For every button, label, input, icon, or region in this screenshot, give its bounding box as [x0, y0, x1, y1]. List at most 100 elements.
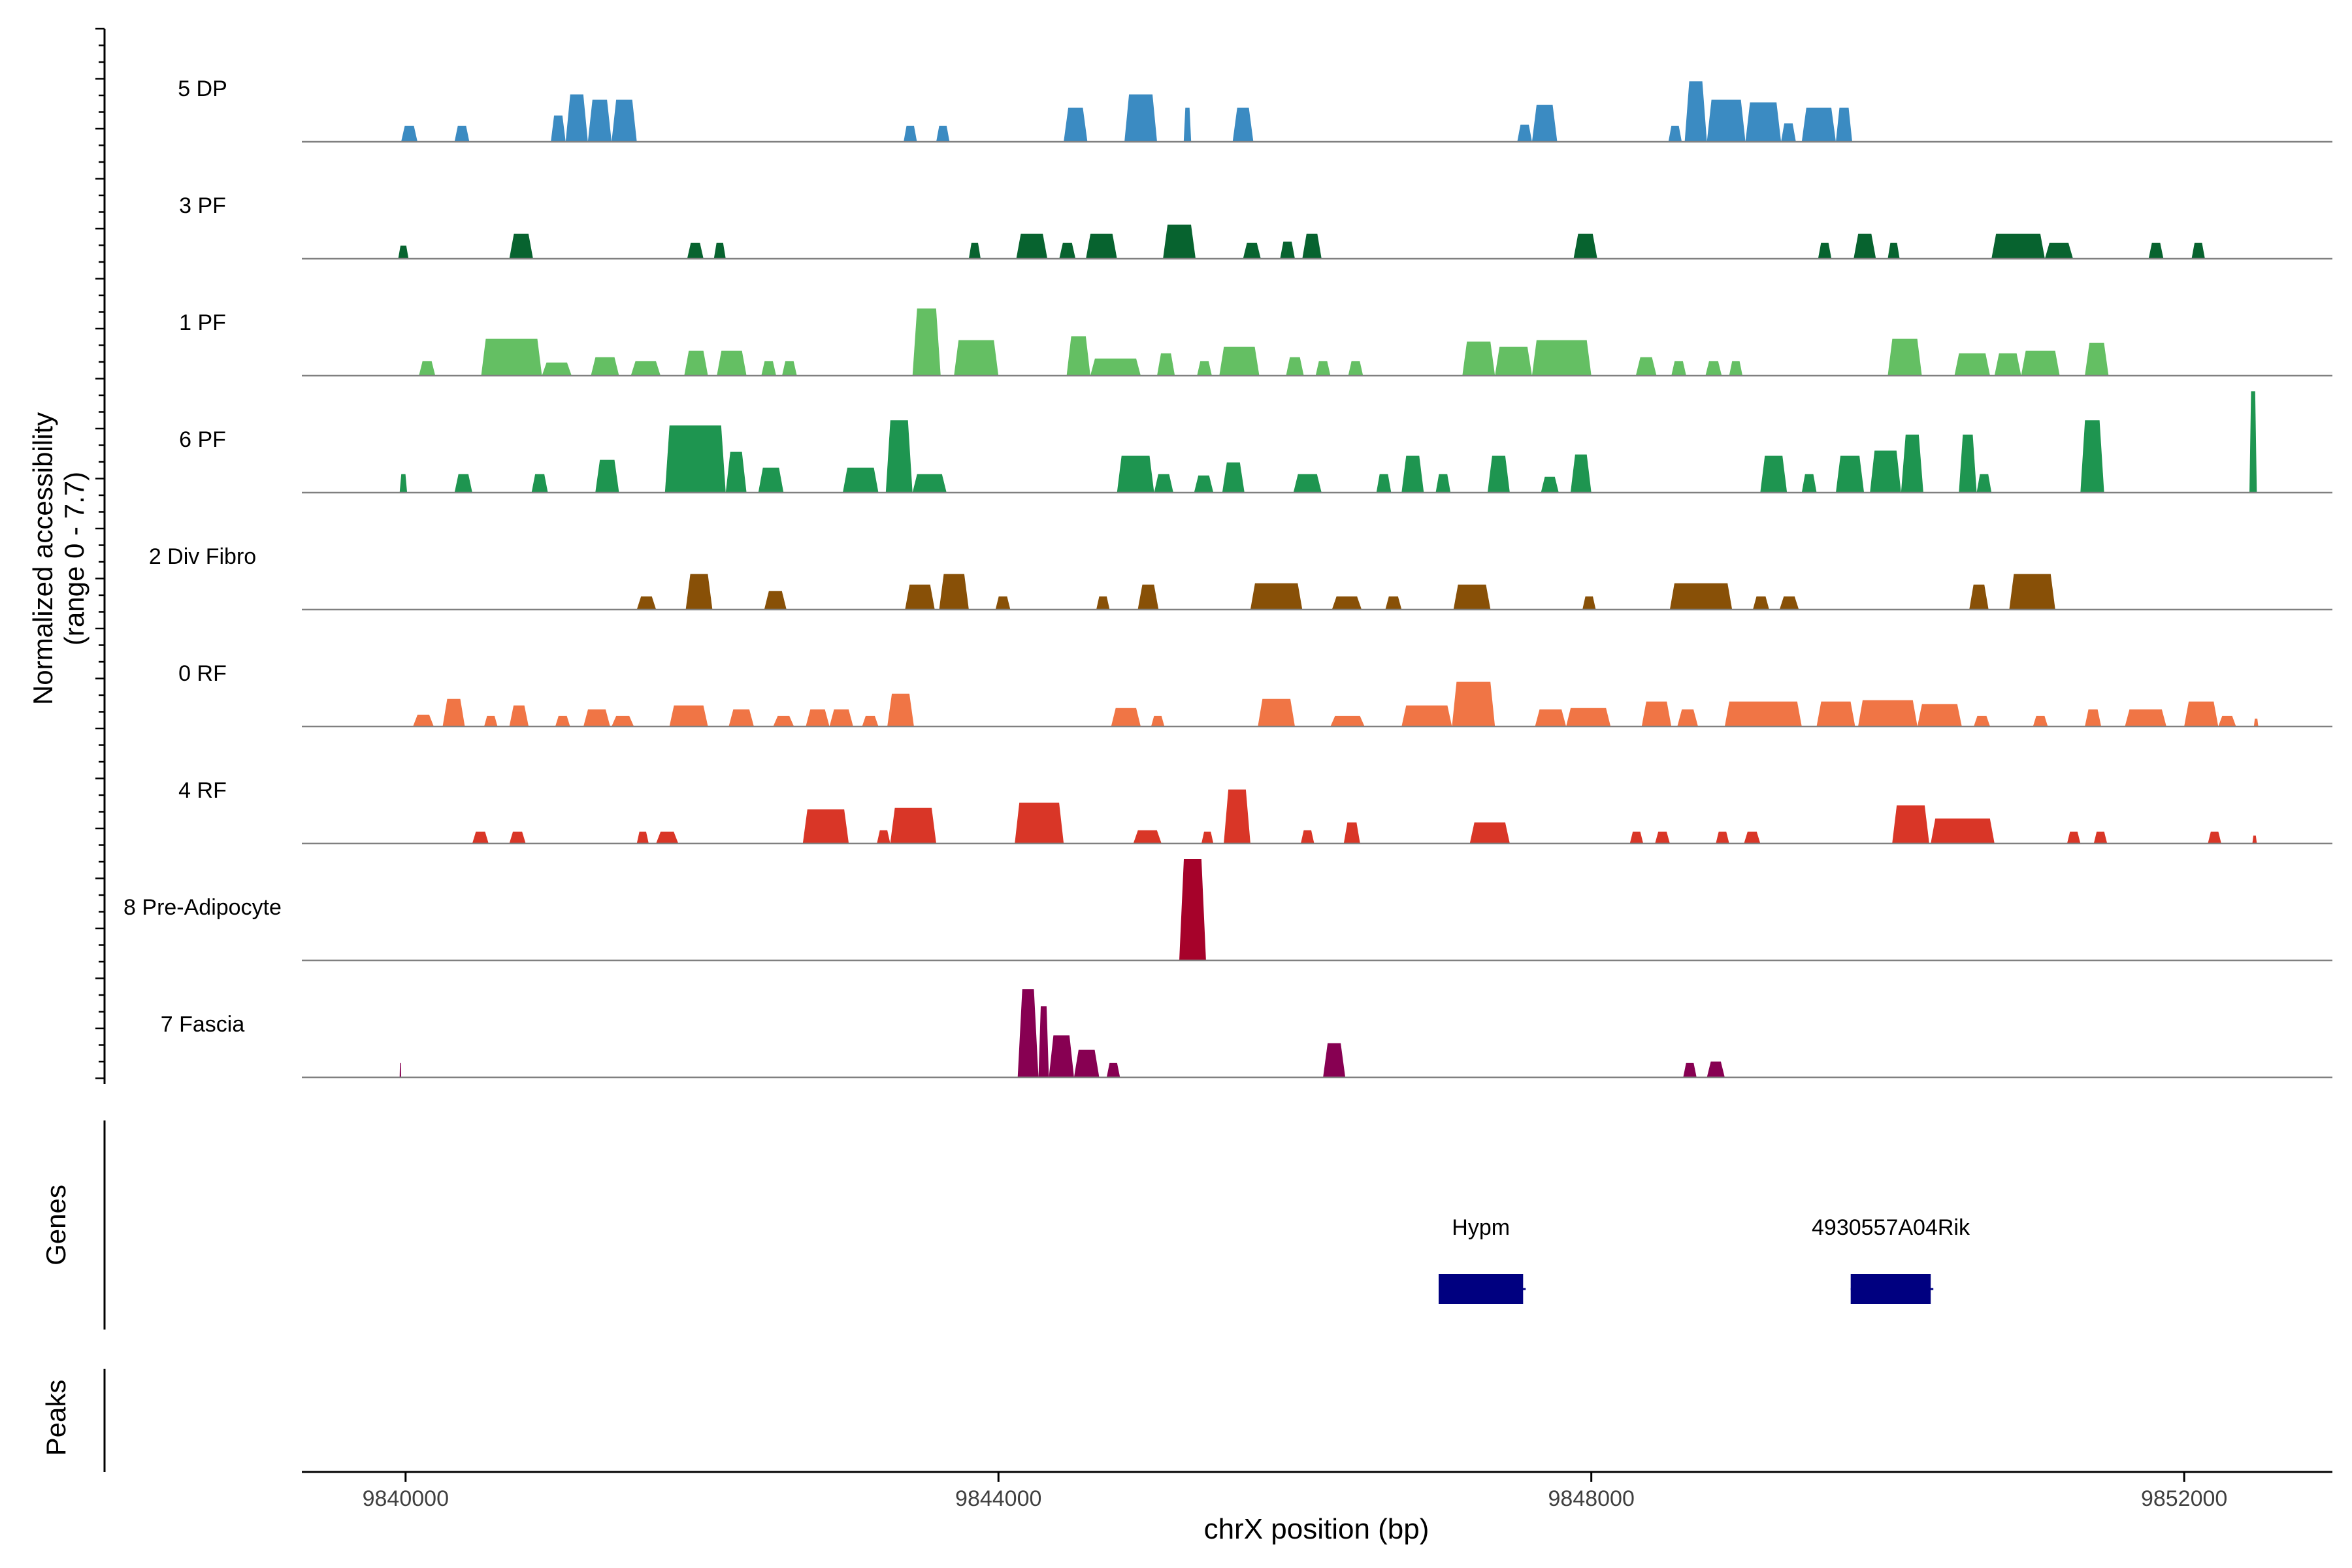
coverage-peak — [1495, 346, 1532, 376]
coverage-peak — [1201, 831, 1214, 843]
coverage-peak — [1669, 583, 1733, 610]
track-label: 3 PF — [179, 193, 226, 218]
coverage-peak — [591, 357, 619, 376]
coverage-peak — [531, 474, 548, 493]
coverage-peak — [1017, 989, 1039, 1077]
coverage-peak — [2218, 715, 2236, 727]
coverage-peak — [1293, 474, 1322, 493]
coverage-peak — [1124, 94, 1157, 142]
coverage-peak — [1194, 475, 1214, 493]
coverage-peak — [1668, 125, 1682, 142]
coverage-peak — [1991, 233, 2045, 259]
coverage-peak — [1348, 361, 1364, 376]
coverage-peak — [442, 698, 465, 727]
coverage-peak — [419, 361, 436, 376]
coverage-peak — [2191, 242, 2205, 259]
coverage-peak — [1016, 233, 1048, 259]
coverage-peak — [1385, 596, 1402, 610]
coverage-peak — [1836, 455, 1865, 493]
coverage-peak — [1818, 242, 1832, 259]
coverage-peak — [728, 709, 754, 727]
coverage-peak — [725, 451, 747, 493]
coverage-peak — [1745, 102, 1782, 142]
coverage-peak — [939, 574, 969, 610]
x-tick-label: 9848000 — [1548, 1486, 1635, 1511]
coverage-peak — [764, 591, 787, 610]
x-tick-label: 9844000 — [955, 1486, 1041, 1511]
y-axis-label-line2: (range 0 - 7.7) — [59, 472, 90, 645]
coverage-peak — [1531, 340, 1592, 376]
coverage-peak — [773, 715, 794, 727]
coverage-peak — [1117, 455, 1154, 493]
coverage-peak — [509, 233, 533, 259]
coverage-peak — [912, 308, 941, 376]
coverage-peak — [583, 709, 610, 727]
coverage-peak — [399, 474, 408, 493]
coverage-peak — [2085, 709, 2102, 727]
coverage-peak — [912, 474, 947, 493]
coverage-peak — [1151, 715, 1165, 727]
gene-label: 4930557A04Rik — [1812, 1215, 1970, 1240]
coverage-peak — [1635, 357, 1657, 376]
coverage-peak — [565, 94, 588, 142]
coverage-peak — [1716, 831, 1729, 843]
coverage-peak — [2208, 831, 2221, 843]
coverage-peak — [2252, 835, 2257, 843]
coverage-peak — [905, 584, 935, 610]
coverage-peak — [1133, 830, 1162, 843]
coverage-peak — [802, 809, 849, 843]
coverage-peak — [1059, 242, 1076, 259]
coverage-peak — [1163, 224, 1196, 259]
coverage-peak — [2148, 242, 2164, 259]
coverage-peak — [1566, 708, 1611, 727]
coverage-peak — [717, 350, 747, 376]
coverage-peak — [1049, 1035, 1074, 1077]
coverage-peak — [1760, 455, 1788, 493]
coverage-peak — [1106, 1062, 1120, 1077]
coverage-peak — [1096, 596, 1110, 610]
coverage-peak — [1232, 107, 1254, 142]
gene-label: Hypm — [1452, 1215, 1510, 1240]
track-label: 5 DP — [178, 76, 227, 101]
coverage-peak — [936, 125, 950, 142]
coverage-peak — [1090, 358, 1141, 376]
coverage-peak — [1401, 705, 1452, 727]
track-4-rf: 4 RF — [178, 778, 2332, 845]
coverage-peak — [1323, 1043, 1346, 1077]
coverage-peak — [630, 361, 661, 376]
coverage-peak — [401, 125, 417, 142]
coverage-peak — [1469, 822, 1510, 843]
coverage-peak — [1183, 107, 1192, 142]
coverage-peak — [1629, 831, 1644, 843]
x-tick-label: 9852000 — [2141, 1486, 2227, 1511]
coverage-peak — [1969, 584, 1989, 610]
coverage-peak — [1582, 596, 1596, 610]
coverage-peak — [1781, 123, 1796, 142]
coverage-peak — [1887, 242, 1900, 259]
coverage-peak — [1959, 434, 1977, 493]
coverage-peak — [1487, 455, 1510, 493]
coverage-peak — [2009, 574, 2055, 610]
coverage-peak — [1641, 701, 1672, 727]
coverage-peak — [1517, 124, 1532, 142]
coverage-peak — [1064, 107, 1088, 142]
coverage-peak — [1250, 583, 1303, 610]
coverage-peak — [1197, 361, 1212, 376]
coverage-peak — [656, 831, 679, 843]
coverage-peak — [1801, 107, 1836, 142]
coverage-peak — [669, 705, 708, 727]
coverage-peak — [1137, 584, 1159, 610]
coverage-peak — [1707, 1061, 1725, 1077]
coverage-peak — [1154, 474, 1173, 493]
track-label: 0 RF — [178, 661, 227, 686]
coverage-peak — [1343, 822, 1360, 843]
coverage-peak — [1655, 831, 1670, 843]
coverage-peak — [1086, 233, 1117, 259]
track-1-pf: 1 PF — [179, 308, 2332, 377]
coverage-peak — [2080, 420, 2104, 493]
coverage-peak — [1462, 341, 1495, 376]
coverage-peak — [1954, 353, 1990, 376]
coverage-peak — [1038, 1006, 1049, 1077]
coverage-peak — [636, 596, 657, 610]
